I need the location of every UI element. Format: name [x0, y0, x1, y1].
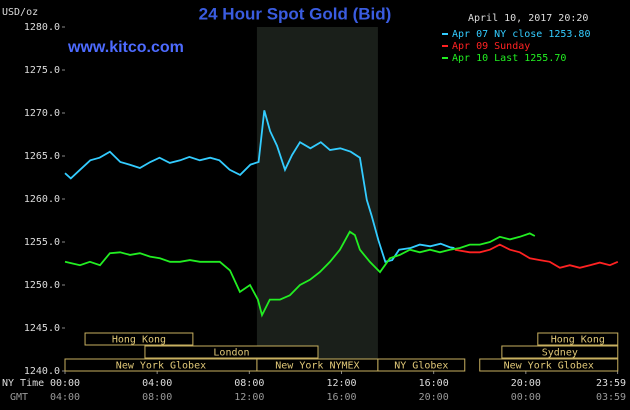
- session-box: [377, 358, 466, 372]
- session-label: NY Globex: [394, 361, 448, 372]
- x-tick-label: 08:00: [234, 378, 264, 389]
- y-tick-label: 1270.0: [24, 108, 60, 119]
- session-label: Hong Kong: [551, 335, 605, 346]
- session-box: [501, 345, 619, 359]
- x2-tick-label: 16:00: [326, 392, 356, 403]
- x-tick-label: 23:59: [596, 378, 626, 389]
- session-label: Hong Kong: [112, 335, 166, 346]
- session-label: Sydney: [542, 348, 578, 359]
- chart-title: 24 Hour Spot Gold (Bid): [199, 4, 392, 23]
- session-label: New York NYMEX: [275, 361, 359, 372]
- session-box: [479, 358, 619, 372]
- x-tick-label: 00:00: [50, 378, 80, 389]
- x2-tick-label: 20:00: [419, 392, 449, 403]
- session-box: [84, 332, 194, 346]
- x-tick-label: 20:00: [511, 378, 541, 389]
- x-tick-label: 12:00: [326, 378, 356, 389]
- y-tick-label: 1260.0: [24, 194, 60, 205]
- y-tick-label: 1250.0: [24, 280, 60, 291]
- x-row-label: NY Time: [2, 378, 44, 389]
- session-label: New York Globex: [504, 361, 594, 372]
- x2-tick-label: 04:00: [50, 392, 80, 403]
- session-box: [537, 332, 619, 346]
- y-tick-label: 1245.0: [24, 323, 60, 334]
- x2-tick-label: 03:59: [596, 392, 626, 403]
- session-label: London: [213, 348, 249, 359]
- y-tick-label: 1255.0: [24, 237, 60, 248]
- y-axis-label: USD/oz: [2, 7, 38, 18]
- x2-tick-label: 00:00: [511, 392, 541, 403]
- legend-label: Apr 09 Sunday: [452, 41, 530, 52]
- source: www.kitco.com: [67, 39, 184, 56]
- x-tick-label: 16:00: [419, 378, 449, 389]
- session-label: New York Globex: [116, 361, 206, 372]
- shaded-region: [256, 27, 378, 371]
- y-tick-label: 1265.0: [24, 151, 60, 162]
- x2-row-label: GMT: [10, 392, 28, 403]
- series-line: [454, 243, 619, 269]
- timestamp: April 10, 2017 20:20: [468, 13, 588, 24]
- legend-label: Apr 07 NY close 1253.80: [452, 29, 590, 40]
- x-tick-label: 04:00: [142, 378, 172, 389]
- session-box: [144, 345, 319, 359]
- x2-tick-label: 08:00: [142, 392, 172, 403]
- y-tick-label: 1240.0: [24, 366, 60, 377]
- y-tick-label: 1275.0: [24, 65, 60, 76]
- legend-label: Apr 10 Last 1255.70: [452, 53, 566, 64]
- series-line: [64, 230, 536, 318]
- series-line: [64, 110, 455, 263]
- x2-tick-label: 12:00: [234, 392, 264, 403]
- y-tick-label: 1280.0: [24, 22, 60, 33]
